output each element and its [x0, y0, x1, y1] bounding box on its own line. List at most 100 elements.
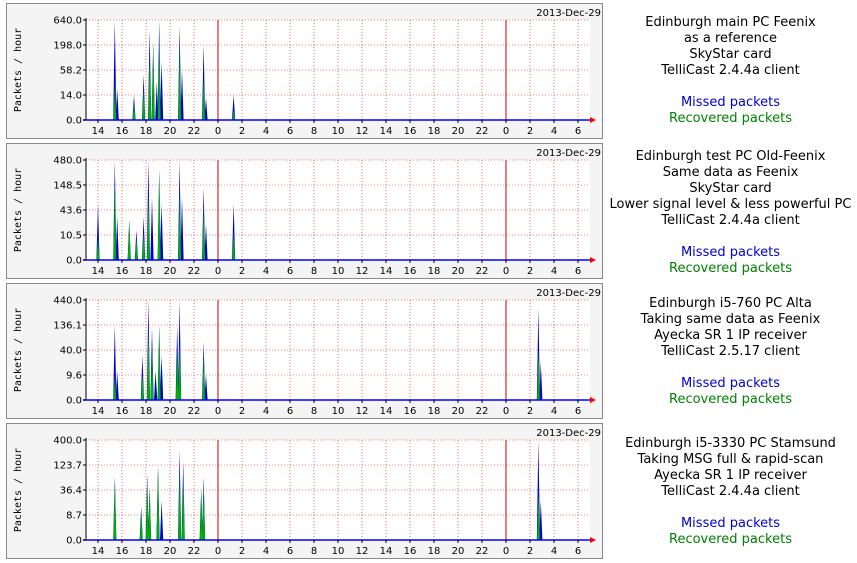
recovered-spike [157, 327, 161, 400]
x-tick-label: 20 [164, 546, 177, 557]
x-tick-label: 2 [527, 546, 533, 557]
x-tick-label: 8 [311, 546, 317, 557]
recovered-spike [178, 469, 181, 540]
legend-missed: Missed packets [680, 516, 781, 531]
missed-spike [232, 95, 236, 120]
recovered-spike [147, 325, 150, 400]
missed-spike [539, 362, 543, 400]
description-line: TelliCast 2.4.4a client [661, 63, 800, 78]
missed-spike [160, 355, 164, 400]
x-tick-label: 0 [215, 406, 221, 417]
y-axis-title: Packets / hour [13, 168, 24, 252]
y-tick-label: 43.6 [60, 206, 82, 217]
x-tick-label: 22 [476, 546, 489, 557]
x-tick-label: 20 [452, 406, 465, 417]
x-tick-label: 20 [452, 546, 465, 557]
x-tick-label: 20 [452, 126, 465, 137]
description-line: Edinburgh test PC Old-Feenix [635, 149, 826, 164]
x-tick-label: 12 [356, 406, 369, 417]
missed-spike [232, 203, 236, 260]
x-tick-label: 20 [452, 266, 465, 277]
chart-panel: 640.0 198.0 58.2 14.0 0.0 14 16 18 20 22 0 2 4 6 8 10 12… [6, 3, 603, 139]
recovered-spike [113, 374, 117, 400]
recovered-spike [151, 44, 155, 121]
x-tick-label: 4 [263, 266, 269, 277]
x-tick-label: 6 [287, 266, 293, 277]
x-tick-label: 0 [215, 126, 221, 137]
panel-row-2: 480.0 148.5 43.6 10.5 0.0 14 16 18 20 22 0 2 4 6 8 10 12… [0, 143, 857, 283]
y-tick-label: 8.7 [66, 511, 82, 522]
recovered-spike [156, 467, 160, 540]
recovered-spike [142, 88, 145, 120]
date-label: 2013-Dec-29 [536, 428, 601, 439]
legend-recovered: Recovered packets [669, 392, 792, 407]
x-tick-label: 18 [428, 266, 441, 277]
missed-spike [113, 325, 117, 400]
x-tick-label: 14 [380, 546, 393, 557]
recovered-spike [113, 81, 117, 120]
x-tick-label: 0 [215, 266, 221, 277]
missed-spike [160, 500, 164, 540]
y-axis-title: Packets / hour [13, 308, 24, 392]
x-tick-label: 4 [551, 266, 557, 277]
missed-spike [536, 440, 540, 540]
x-tick-label: 22 [476, 126, 489, 137]
recovered-spike [113, 178, 117, 260]
x-tick-label: 14 [92, 406, 105, 417]
chart-panel: 480.0 148.5 43.6 10.5 0.0 14 16 18 20 22 0 2 4 6 8 10 12… [6, 143, 603, 279]
description-line: SkyStar card [689, 181, 772, 196]
x-tick-label: 18 [140, 266, 153, 277]
y-tick-label: 58.2 [60, 66, 82, 77]
y-tick-label: 480.0 [53, 156, 82, 167]
recovered-spike [127, 219, 131, 260]
panel-row-4: 400.0 123.7 36.4 8.7 0.0 14 16 18 20 22 0 2 4 6 8 10 12 1… [0, 423, 857, 563]
y-tick-label: 0.0 [66, 116, 82, 127]
x-tick-label: 0 [503, 546, 509, 557]
x-tick-label: 6 [287, 546, 293, 557]
legend-missed: Missed packets [680, 376, 781, 391]
chart-panel: 440.0 136.1 40.0 9.6 0.0 14 16 18 20 22 0 2 4 6 8 10 12 1… [6, 283, 603, 419]
x-tick-label: 20 [164, 266, 177, 277]
date-label: 2013-Dec-29 [536, 148, 601, 159]
recovered-spike [113, 479, 117, 540]
date-label: 2013-Dec-29 [536, 288, 601, 299]
description-line: Same data as Feenix [662, 165, 799, 180]
missed-spike [115, 216, 119, 260]
recovered-spike [232, 109, 235, 120]
x-tick-label: 4 [263, 546, 269, 557]
missed-spike [154, 371, 158, 400]
x-tick-label: 0 [503, 406, 509, 417]
legend-recovered: Recovered packets [669, 261, 792, 276]
recovered-spike [199, 493, 203, 540]
x-tick-label: 18 [140, 546, 153, 557]
x-tick-label: 16 [116, 406, 129, 417]
description-line: Taking MSG full & rapid-scan [637, 452, 824, 467]
recovered-spike [148, 488, 151, 540]
y-tick-label: 198.0 [53, 41, 82, 52]
missed-spike [204, 97, 208, 120]
x-tick-label: 10 [332, 406, 345, 417]
x-tick-label: 16 [404, 406, 417, 417]
recovered-spike [150, 350, 154, 400]
recovered-spike [132, 103, 136, 120]
recovered-spike [148, 55, 151, 120]
recovered-spike [202, 207, 205, 260]
x-tick-label: 4 [551, 546, 557, 557]
x-tick-label: 16 [404, 266, 417, 277]
recovered-spike [232, 232, 235, 260]
description-line: TelliCast 2.4.4a client [661, 213, 800, 228]
x-axis-arrow [590, 257, 596, 263]
panel-row-3: 440.0 136.1 40.0 9.6 0.0 14 16 18 20 22 0 2 4 6 8 10 12 1… [0, 283, 857, 423]
x-tick-label: 18 [428, 406, 441, 417]
recovered-spike [202, 483, 205, 540]
x-tick-label: 2 [239, 126, 245, 137]
missed-spike [180, 69, 184, 120]
y-tick-label: 0.0 [66, 256, 82, 267]
description-line: Edinburgh i5-760 PC Alta [649, 296, 812, 311]
recovered-spike [178, 44, 181, 121]
missed-spike [160, 203, 164, 260]
x-tick-label: 4 [263, 406, 269, 417]
recovered-spike [181, 479, 185, 540]
recovered-spike [537, 350, 540, 400]
